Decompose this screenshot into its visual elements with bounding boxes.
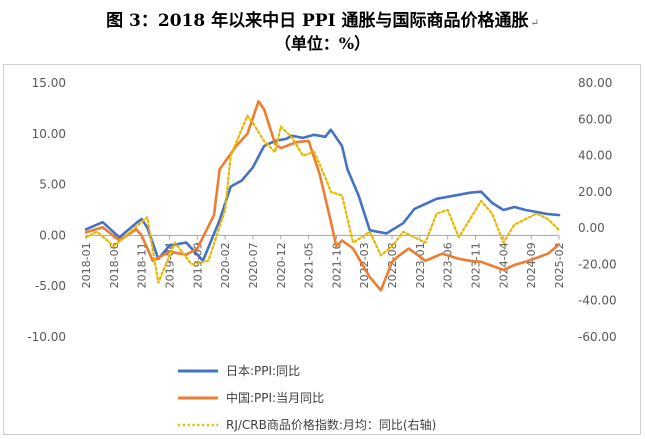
chart-subtitle: （单位：%）	[274, 34, 371, 53]
legend-label-1: 日本:PPI:同比	[226, 364, 300, 378]
x-tick-label: 2023-06	[442, 242, 455, 288]
y-right-tick-label: -40.00	[578, 294, 617, 308]
y-right-tick-label: 80.00	[578, 76, 612, 90]
chart-frame	[3, 64, 641, 435]
x-tick-label: 2023-01	[414, 242, 427, 288]
x-tick-label: 2024-09	[525, 242, 538, 288]
y-left-tick-label: 15.00	[32, 76, 66, 90]
series-line-2	[84, 100, 561, 292]
y-left-tick-label: 5.00	[39, 178, 66, 192]
x-tick-label: 2018-11	[136, 242, 149, 288]
y-right-tick-label: -20.00	[578, 257, 617, 271]
x-tick-label: 2022-03	[358, 242, 371, 288]
x-tick-label: 2020-02	[219, 242, 232, 288]
x-tick-label: 2019-09	[191, 242, 204, 288]
x-tick-label: 2023-11	[470, 242, 483, 288]
y-left-tick-label: -10.00	[27, 330, 66, 344]
x-tick-label: 2024-04	[497, 242, 510, 288]
y-right-tick-label: 0.00	[578, 221, 605, 235]
legend-label-3: RJ/CRB商品价格指数:月均：同比(右轴)	[226, 417, 436, 432]
x-tick-label: 2018-06	[108, 242, 121, 288]
series-line-1	[84, 128, 561, 263]
x-tick-label: 2021-10	[330, 242, 343, 288]
y-right-tick-label: 40.00	[578, 149, 612, 163]
x-tick-label: 2022-08	[386, 242, 399, 288]
x-tick-label: 2021-05	[303, 242, 316, 288]
x-tick-label: 2025-02	[553, 242, 566, 288]
x-tick-label: 2020-12	[275, 242, 288, 288]
y-left-tick-label: -5.00	[35, 279, 66, 293]
chart-title: 图 3：2018 年以来中日 PPI 通胀与国际商品价格通胀 ↵	[106, 11, 539, 31]
y-left-tick-label: 10.00	[32, 127, 66, 141]
legend-label-2: 中国:PPI:当月同比	[226, 390, 324, 405]
x-tick-label: 2018-01	[80, 242, 93, 288]
paragraph-mark-icon: ↵	[530, 18, 539, 29]
y-left-tick-label: 0.00	[39, 228, 66, 242]
series-line-3	[84, 114, 561, 284]
y-right-tick-label: 20.00	[578, 185, 612, 199]
y-right-tick-label: 60.00	[578, 112, 612, 126]
y-right-tick-label: -60.00	[578, 330, 617, 344]
x-tick-label: 2020-07	[247, 242, 260, 288]
